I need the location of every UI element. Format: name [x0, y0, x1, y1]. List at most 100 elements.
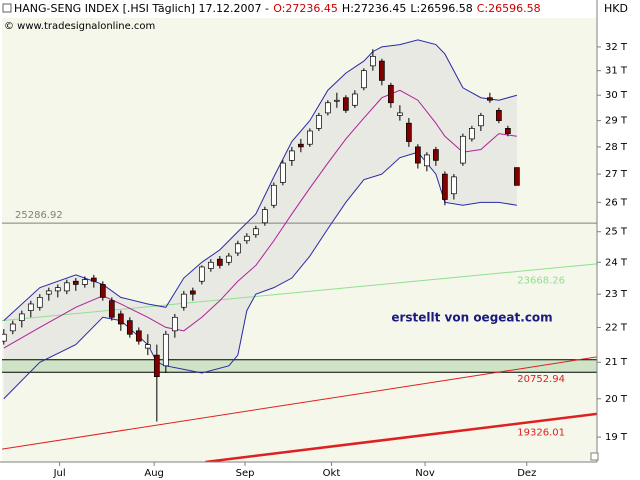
- candle-body: [261, 209, 268, 224]
- line-label: 19326.01: [517, 427, 565, 438]
- line-label: 25286.92: [15, 210, 63, 221]
- copyright: © www.tradesignalonline.com: [4, 21, 155, 32]
- candle-body: [307, 130, 313, 145]
- candle-body: [126, 320, 133, 335]
- candle-body: [81, 279, 88, 285]
- candle-body: [2, 333, 7, 342]
- x-tick-label: Jul: [53, 468, 66, 479]
- candle-body: [99, 284, 106, 298]
- trend-line: [2, 356, 597, 450]
- candle-body: [424, 154, 430, 167]
- candle-body: [487, 97, 493, 101]
- title-text: HANG-SENG INDEX [.HSI Täglich] 17.12.200…: [14, 2, 269, 15]
- candle-body: [370, 55, 376, 67]
- candle-body: [496, 110, 502, 121]
- candle-body: [469, 128, 475, 140]
- candle-body: [108, 300, 115, 318]
- band-line: [3, 39, 518, 322]
- quote-value: C:26596.58: [477, 2, 541, 15]
- candle-body: [63, 282, 70, 292]
- candle-body: [216, 258, 223, 266]
- candle-body: [144, 344, 151, 349]
- y-tick-label: 28 T: [605, 142, 628, 153]
- x-tick-label: Dez: [517, 468, 536, 479]
- candle-body: [180, 293, 187, 308]
- candle-body: [361, 70, 367, 89]
- quote-value: O:27236.45: [273, 2, 338, 15]
- candle-body: [171, 316, 178, 332]
- candle-body: [379, 60, 385, 81]
- candle-body: [198, 266, 205, 282]
- candle-body: [505, 128, 511, 134]
- candle-body: [189, 290, 196, 295]
- candle-body: [90, 277, 97, 282]
- candle-body: [514, 167, 520, 186]
- candle-body: [9, 323, 16, 332]
- candle-body: [18, 313, 25, 321]
- candle-body: [279, 162, 286, 183]
- candle-body: [36, 297, 43, 308]
- candle-body: [288, 150, 295, 161]
- y-tick-label: 23 T: [605, 289, 628, 300]
- x-tick-label: Sep: [236, 468, 255, 479]
- trend-line: [2, 263, 597, 322]
- candle-body: [243, 235, 250, 242]
- line-label: 20752.94: [517, 374, 565, 385]
- chart-title: HANG-SENG INDEX [.HSI Täglich] 17.12.200…: [14, 2, 541, 15]
- y-tick-label: 19 T: [605, 432, 628, 443]
- y-tick-label: 24 T: [605, 257, 628, 268]
- y-tick-label: 32 T: [605, 42, 628, 53]
- zone: [2, 359, 597, 373]
- y-tick-label: 21 T: [605, 357, 628, 368]
- candle-body: [45, 290, 52, 295]
- quote-value: L:26596.58: [410, 2, 472, 15]
- candle-body: [117, 313, 124, 325]
- candle-body: [388, 84, 394, 104]
- candle-body: [225, 255, 232, 263]
- candle-body: [135, 330, 142, 342]
- y-tick-label: 30 T: [605, 90, 628, 101]
- candle-body: [397, 112, 403, 116]
- line-label: 23668.26: [517, 276, 565, 287]
- y-tick-label: 22 T: [605, 322, 628, 333]
- candle-body: [406, 122, 412, 142]
- candle-body: [343, 97, 349, 111]
- candle-body: [252, 228, 259, 236]
- candle-body: [433, 149, 439, 161]
- candle-body: [72, 280, 79, 285]
- scroll-box: [590, 452, 599, 461]
- candle-body: [442, 173, 448, 200]
- y-tick-label: 26 T: [605, 197, 628, 208]
- x-tick-label: Okt: [323, 468, 341, 479]
- title-icon: [2, 3, 12, 13]
- candle-body: [478, 115, 484, 127]
- candle-body: [234, 243, 241, 254]
- quote-value: H:27236.45: [342, 2, 406, 15]
- candle-body: [334, 99, 340, 102]
- y-tick-label: 29 T: [605, 116, 628, 127]
- candle-body: [415, 146, 421, 164]
- candle-body: [153, 354, 160, 377]
- band-line: [3, 89, 517, 349]
- candle-body: [207, 261, 214, 269]
- candle-body: [54, 287, 61, 292]
- y-tick-label: 20 T: [605, 394, 628, 405]
- trend-line: [205, 412, 597, 462]
- candle-body: [27, 303, 34, 311]
- x-tick-label: Nov: [415, 468, 435, 479]
- candle-body: [298, 143, 304, 148]
- candle-body: [162, 333, 169, 367]
- candle-body: [270, 184, 277, 206]
- candle-body: [460, 135, 466, 164]
- candle-body: [325, 102, 331, 114]
- y-tick-label: 31 T: [605, 66, 628, 77]
- candle-body: [316, 115, 322, 129]
- candle-body: [451, 176, 457, 195]
- plot-area: [2, 18, 597, 462]
- y-tick-label: 25 T: [605, 227, 628, 238]
- x-tick-label: Aug: [144, 468, 164, 479]
- annotation: erstellt von oegeat.com: [391, 311, 552, 325]
- currency: HKD: [604, 2, 628, 15]
- candle-body: [352, 93, 358, 106]
